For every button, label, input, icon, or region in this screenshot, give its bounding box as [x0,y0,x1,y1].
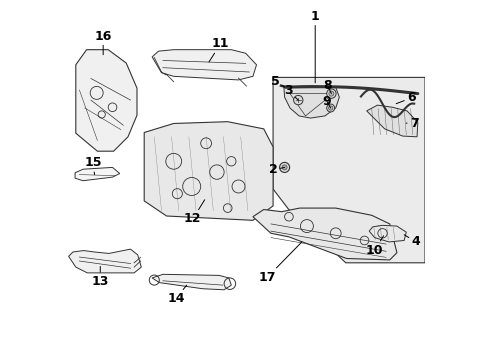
Circle shape [328,106,333,110]
Text: 10: 10 [366,236,384,257]
Polygon shape [75,167,120,181]
Polygon shape [69,249,141,273]
Circle shape [329,91,334,96]
Polygon shape [369,225,406,242]
Text: 1: 1 [311,10,319,83]
Text: 12: 12 [184,200,205,225]
Polygon shape [284,86,339,118]
Polygon shape [76,50,137,151]
Polygon shape [144,122,273,220]
Text: 6: 6 [396,91,416,104]
Text: 16: 16 [95,30,112,55]
Polygon shape [253,208,397,260]
Text: 15: 15 [84,156,102,175]
Circle shape [294,95,303,105]
Text: 2: 2 [269,163,285,176]
Text: 13: 13 [92,266,109,288]
Text: 3: 3 [284,84,298,100]
Polygon shape [152,274,231,290]
Polygon shape [273,77,425,263]
Text: 14: 14 [167,285,187,305]
Circle shape [282,165,287,170]
Circle shape [280,162,290,172]
Text: 11: 11 [209,37,229,62]
Text: 4: 4 [404,235,420,248]
Text: 9: 9 [323,95,331,108]
Polygon shape [367,105,418,137]
Circle shape [327,89,336,98]
Polygon shape [152,50,257,80]
Circle shape [327,104,335,112]
Text: 8: 8 [323,79,332,94]
Text: 5: 5 [270,75,285,87]
Text: 7: 7 [406,117,418,130]
Text: 17: 17 [259,242,302,284]
